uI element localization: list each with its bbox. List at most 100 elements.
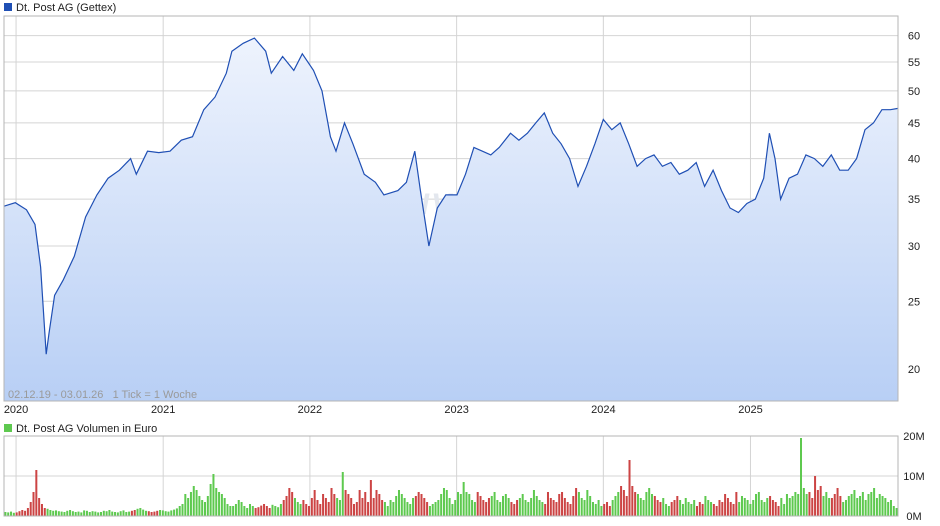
- volume-bar: [695, 506, 698, 516]
- volume-bar: [859, 496, 862, 516]
- volume-bar: [420, 494, 423, 516]
- volume-bar: [201, 500, 204, 516]
- volume-bar: [738, 502, 741, 516]
- volume-bar: [251, 506, 254, 516]
- volume-bar: [822, 496, 825, 516]
- price-frame-border: [3, 15, 899, 402]
- volume-bar: [206, 496, 209, 516]
- volume-bar: [49, 510, 52, 516]
- volume-bar: [771, 500, 774, 516]
- volume-bar: [260, 505, 263, 516]
- volume-bar: [175, 508, 178, 516]
- volume-bar: [316, 500, 319, 516]
- volume-bar: [572, 496, 575, 516]
- volume-bar: [816, 490, 819, 516]
- volume-bar: [344, 490, 347, 516]
- volume-bar: [43, 508, 46, 516]
- volume-bar: [785, 494, 788, 516]
- volume-bar: [128, 511, 131, 516]
- volume-bar: [712, 504, 715, 516]
- volume-bar: [631, 486, 634, 516]
- volume-bar: [704, 496, 707, 516]
- volume-bar: [195, 490, 198, 516]
- volume-bar: [673, 500, 676, 516]
- volume-bar: [811, 498, 814, 516]
- volume-bar: [423, 498, 426, 516]
- volume-bar: [732, 504, 735, 516]
- price-y-tick-label: 40: [908, 154, 920, 166]
- volume-bar: [794, 492, 797, 516]
- volume-bar: [220, 494, 223, 516]
- volume-bar: [94, 511, 97, 516]
- volume-bar: [66, 510, 69, 516]
- volume-bar: [535, 496, 538, 516]
- volume-bar: [223, 498, 226, 516]
- volume-bar: [457, 492, 460, 516]
- volume-bar: [873, 488, 876, 516]
- volume-bar: [875, 498, 878, 516]
- volume-bar: [656, 500, 659, 516]
- volume-bar: [293, 498, 296, 516]
- volume-bar: [237, 500, 240, 516]
- volume-bar: [676, 496, 679, 516]
- volume-y-axis: 0M 10M 20M: [903, 431, 924, 523]
- price-y-tick-label: 20: [908, 364, 920, 376]
- volume-bar: [802, 488, 805, 516]
- volume-bar: [549, 498, 552, 516]
- volume-bar: [642, 500, 645, 516]
- volume-bar: [490, 496, 493, 516]
- volume-bar: [808, 492, 811, 516]
- volume-bar: [414, 496, 417, 516]
- volume-bar: [102, 510, 105, 516]
- volume-bar: [274, 506, 277, 516]
- volume-bar: [468, 494, 471, 516]
- volume-y-tick-label: 0M: [906, 511, 921, 523]
- volume-bar: [355, 502, 358, 516]
- volume-bar: [246, 508, 249, 516]
- volume-bar: [606, 502, 609, 516]
- volume-bar: [69, 510, 72, 516]
- volume-bar: [864, 500, 867, 516]
- volume-bar: [721, 502, 724, 516]
- volume-bar: [434, 502, 437, 516]
- volume-bar: [555, 502, 558, 516]
- volume-bar: [681, 504, 684, 516]
- volume-bar: [257, 507, 260, 516]
- volume-bar: [687, 502, 690, 516]
- volume-bar: [263, 504, 266, 516]
- volume-bar: [797, 494, 800, 516]
- volume-bar: [142, 509, 145, 516]
- volume-bar: [91, 511, 94, 516]
- volume-bar: [777, 506, 780, 516]
- volume-bar: [338, 500, 341, 516]
- volume-bar: [277, 507, 280, 516]
- volume-bar: [268, 508, 271, 516]
- volume-bar: [459, 494, 462, 516]
- volume-bar: [586, 490, 589, 516]
- volume-bar: [651, 494, 654, 516]
- volume-bar: [63, 512, 66, 516]
- volume-bar: [164, 511, 167, 516]
- volume-bar: [85, 510, 88, 516]
- volume-bar: [462, 482, 465, 516]
- volume-bar: [636, 494, 639, 516]
- volume-bar: [170, 510, 173, 516]
- volume-bar: [791, 496, 794, 516]
- volume-bar: [392, 502, 395, 516]
- price-y-tick-label: 35: [908, 194, 920, 206]
- volume-bar: [760, 500, 763, 516]
- price-y-tick-label: 55: [908, 57, 920, 69]
- volume-bar: [55, 510, 58, 516]
- volume-bar: [493, 492, 496, 516]
- volume-bar: [698, 502, 701, 516]
- volume-bar: [324, 498, 327, 516]
- volume-bar: [740, 496, 743, 516]
- volume-bar: [819, 486, 822, 516]
- volume-bar: [836, 488, 839, 516]
- volume-bar: [198, 496, 201, 516]
- volume-bar: [518, 498, 521, 516]
- volume-bar: [451, 504, 454, 516]
- volume-bar: [372, 498, 375, 516]
- volume-bar: [243, 506, 246, 516]
- volume-bar: [139, 508, 142, 516]
